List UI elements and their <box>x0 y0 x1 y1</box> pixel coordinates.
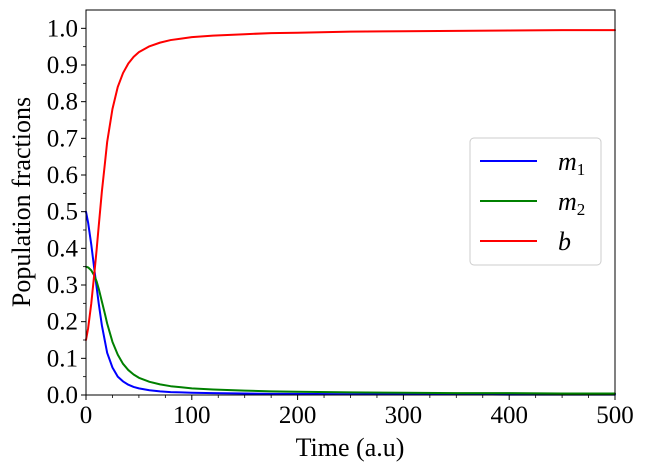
legend-label-m2: m2 <box>558 187 585 219</box>
y-tick-label: 0.1 <box>47 345 78 372</box>
legend-label-b: b <box>558 227 571 256</box>
legend-label-subscript: 2 <box>577 200 586 219</box>
legend-label-base: m <box>558 187 577 216</box>
series-line-b <box>85 29 616 341</box>
tick-layer: 0 100 200 300 400 500 0.0 0.1 0.2 0.3 0.4 0.5 0.6 0.7… <box>47 15 634 429</box>
legend-label-m1: m1 <box>558 147 585 179</box>
x-tick-label: 0 <box>80 402 93 429</box>
y-tick-label: 0.0 <box>47 382 78 409</box>
y-tick-label: 0.2 <box>47 309 78 336</box>
series-layer <box>85 29 616 396</box>
x-tick-label: 200 <box>279 402 317 429</box>
series-line-m1 <box>85 210 616 396</box>
legend-label-base: m <box>558 147 577 176</box>
series-line-m2 <box>85 265 616 395</box>
legend-label-base: b <box>558 227 571 256</box>
x-tick-label: 300 <box>385 402 423 429</box>
y-tick-label: 0.4 <box>47 235 79 262</box>
y-tick-label: 0.7 <box>47 125 78 152</box>
y-tick-label: 1.0 <box>47 15 78 42</box>
x-axis-label: Time (a.u) <box>296 433 405 462</box>
y-tick-label: 0.8 <box>47 89 78 116</box>
x-tick-label: 400 <box>490 402 528 429</box>
y-tick-label: 0.5 <box>47 199 78 226</box>
y-tick-label: 0.9 <box>47 52 78 79</box>
y-axis-label: Population fractions <box>7 97 36 307</box>
x-tick-label: 100 <box>173 402 211 429</box>
x-tick-label: 500 <box>596 402 634 429</box>
y-tick-label: 0.6 <box>47 162 78 189</box>
y-tick-label: 0.3 <box>47 272 78 299</box>
legend-label-subscript: 1 <box>577 160 586 179</box>
